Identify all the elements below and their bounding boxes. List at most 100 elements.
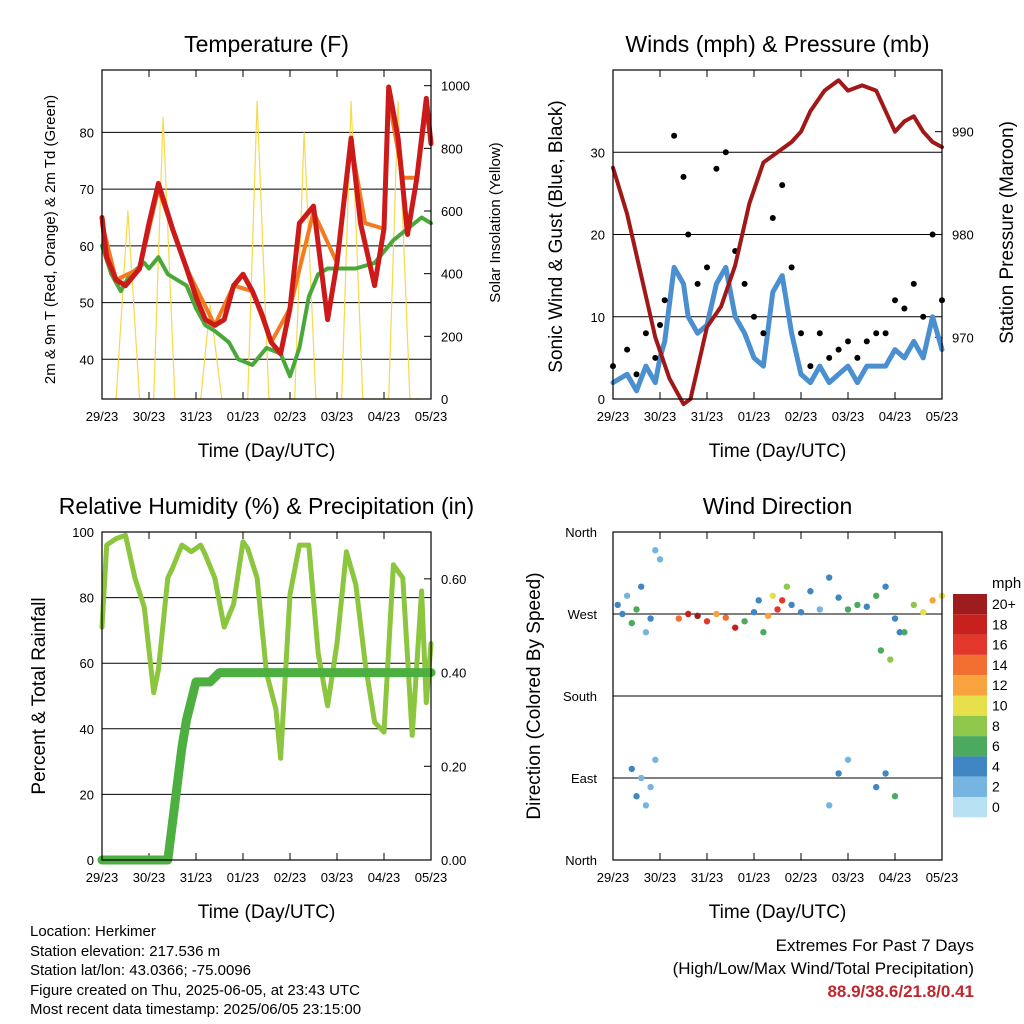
direction-point <box>826 802 833 809</box>
y-tick-label: North <box>565 853 597 868</box>
direction-point <box>783 583 791 590</box>
y-axis-label: 2m & 9m T (Red, Orange) & 2m Td (Green) <box>42 95 59 384</box>
legend-swatch <box>953 695 987 716</box>
direction-point <box>685 610 692 618</box>
y-tick-label: South <box>563 689 597 704</box>
direction-point <box>741 618 748 625</box>
direction-point <box>623 592 631 599</box>
legend-label: 18 <box>992 616 1008 632</box>
legend-label: 0 <box>992 799 1000 815</box>
x-tick-label: 03/23 <box>321 409 354 424</box>
gust-point <box>652 354 659 361</box>
y-tick-label: 70 <box>80 182 94 197</box>
direction-point <box>844 606 852 613</box>
direction-point <box>656 556 664 563</box>
x-tick-label: 30/23 <box>133 409 166 424</box>
series-dewpoint <box>100 215 433 379</box>
direction-point <box>896 629 903 636</box>
x-tick-label: 02/23 <box>274 409 307 424</box>
gust-point <box>892 297 898 304</box>
gust-point <box>722 149 729 156</box>
direction-point <box>910 601 917 609</box>
y-tick-label: 80 <box>80 125 94 140</box>
y-axis-label: Direction (Colored By Speed) <box>524 572 545 819</box>
gust-point <box>751 313 757 320</box>
legend-swatch <box>953 594 987 615</box>
extremes-title: Extremes For Past 7 Days <box>775 936 974 955</box>
x-tick-label: 02/23 <box>785 409 818 424</box>
x-tick-label: 29/23 <box>597 870 630 885</box>
direction-point <box>779 597 786 604</box>
x-tick-label: 30/23 <box>644 870 677 885</box>
x-axis-label: Time (Day/UTC) <box>198 441 336 462</box>
y2-tick-label: 800 <box>441 141 463 156</box>
y2-tick-label: 990 <box>952 125 974 140</box>
panel-3: Relative Humidity (%) & Precipitation (i… <box>29 493 474 923</box>
x-tick-label: 02/23 <box>274 870 307 885</box>
direction-point <box>863 603 870 610</box>
y2-tick-label: 0.20 <box>441 759 466 774</box>
panel-title: Wind Direction <box>703 493 853 519</box>
plot-border <box>612 69 943 400</box>
gust-point <box>779 182 786 189</box>
gust-point <box>760 330 767 337</box>
x-tick-label: 30/23 <box>133 870 166 885</box>
x-tick-label: 31/23 <box>180 409 213 424</box>
x-tick-label: 29/23 <box>86 409 119 424</box>
plot-border <box>101 531 432 861</box>
direction-point <box>633 793 640 800</box>
direction-point <box>835 770 842 777</box>
panel-1: Temperature (F) Time (Day/UTC) 29/23 30/23 3… <box>42 31 504 462</box>
y-tick-label: 30 <box>591 145 605 160</box>
y2-tick-label: 980 <box>952 228 974 243</box>
y2-tick-label: 200 <box>441 329 463 344</box>
direction-point <box>835 594 842 601</box>
info-elevation: Station elevation: 217.536 m <box>30 942 221 960</box>
direction-point <box>732 624 739 631</box>
y2-tick-label: 0 <box>441 392 448 407</box>
direction-point <box>807 588 814 595</box>
direction-point <box>647 783 654 791</box>
panel-title: Temperature (F) <box>184 31 349 57</box>
gust-point <box>929 231 936 238</box>
legend-label: 8 <box>992 718 1000 734</box>
gust-point <box>845 338 851 345</box>
y2-axis-label: Solar Insolation (Yellow) <box>487 142 504 302</box>
legend-label: 12 <box>992 677 1008 693</box>
legend-label: 6 <box>992 738 1000 754</box>
plot-border <box>612 531 943 861</box>
series-wind <box>610 264 945 394</box>
y-tick-label: 40 <box>80 722 94 737</box>
info-created: Figure created on Thu, 2025-06-05, at 23… <box>30 981 360 999</box>
x-tick-label: 04/23 <box>879 409 912 424</box>
direction-point <box>929 597 936 604</box>
plot-border <box>101 69 432 400</box>
series-solar <box>115 100 423 400</box>
legend-swatch <box>953 797 987 818</box>
x-tick-label: 05/23 <box>415 870 448 885</box>
extremes-values: 88.9/38.6/21.8/0.41 <box>827 982 974 1001</box>
panel-2: Winds (mph) & Pressure (mb) Time (Day/UTC… <box>546 31 1018 462</box>
gust-point <box>807 363 814 370</box>
legend-swatch <box>953 776 987 797</box>
x-tick-label: 03/23 <box>321 870 354 885</box>
gust-point <box>798 330 804 337</box>
y-tick-label: 20 <box>80 787 94 802</box>
y-tick-label: 80 <box>80 591 94 606</box>
legend-swatch <box>953 736 987 757</box>
gust-point <box>816 330 823 337</box>
y-tick-label: 0 <box>598 392 605 407</box>
gust-point <box>642 330 649 337</box>
x-tick-label: 01/23 <box>738 409 771 424</box>
direction-point <box>844 756 852 763</box>
gust-point <box>873 330 880 337</box>
legend-label: 4 <box>992 758 1000 774</box>
panel-4: Wind Direction Time (Day/UTC) 29/23 30/23 31… <box>524 493 1021 923</box>
gust-point <box>741 280 748 287</box>
direction-point <box>722 614 729 621</box>
y-tick-label: 40 <box>80 352 94 367</box>
legend-swatch <box>953 654 987 676</box>
direction-point <box>628 765 635 773</box>
y-tick-label: 0 <box>87 853 94 868</box>
x-tick-label: 01/23 <box>227 409 260 424</box>
